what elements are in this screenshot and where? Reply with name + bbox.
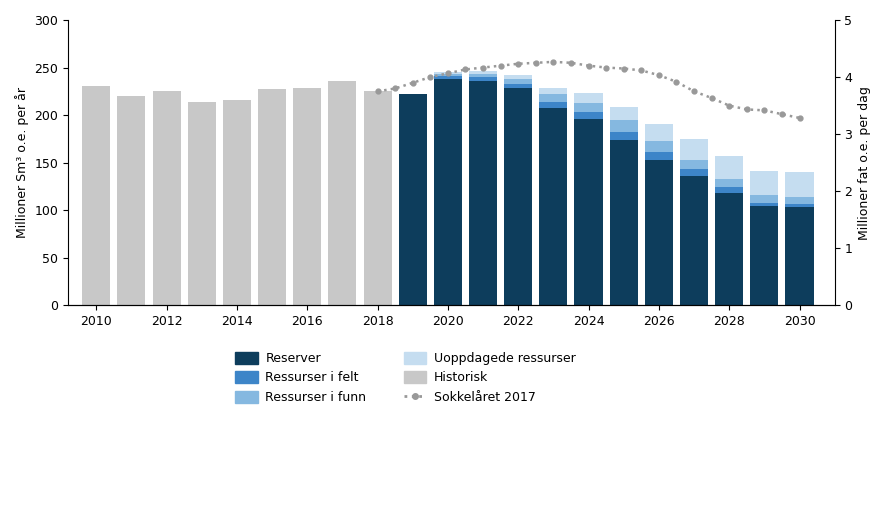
Bar bbox=[293, 88, 322, 305]
Bar bbox=[469, 81, 497, 305]
Bar bbox=[469, 77, 497, 81]
Bar bbox=[574, 93, 602, 103]
Bar bbox=[574, 103, 602, 112]
Bar bbox=[750, 206, 779, 305]
Bar bbox=[715, 156, 743, 179]
Bar bbox=[750, 171, 779, 195]
Bar bbox=[786, 204, 813, 207]
Bar bbox=[645, 141, 673, 152]
Bar bbox=[645, 152, 673, 160]
Bar bbox=[786, 207, 813, 305]
Bar bbox=[504, 75, 532, 79]
Bar bbox=[540, 94, 567, 102]
Bar bbox=[258, 89, 286, 305]
Bar bbox=[152, 92, 181, 305]
Bar bbox=[715, 179, 743, 187]
Bar bbox=[786, 197, 813, 204]
Bar bbox=[715, 187, 743, 193]
Bar bbox=[434, 74, 462, 76]
Bar bbox=[610, 132, 638, 140]
Bar bbox=[329, 81, 356, 305]
Bar bbox=[434, 72, 462, 74]
Bar bbox=[504, 79, 532, 84]
Bar bbox=[117, 96, 145, 305]
Bar bbox=[363, 92, 392, 305]
Bar bbox=[504, 88, 532, 305]
Bar bbox=[540, 102, 567, 107]
Bar bbox=[469, 71, 497, 74]
Bar bbox=[645, 160, 673, 305]
Bar bbox=[680, 169, 708, 176]
Bar bbox=[750, 203, 779, 206]
Bar bbox=[223, 100, 251, 305]
Bar bbox=[750, 195, 779, 203]
Legend: Reserver, Ressurser i felt, Ressurser i funn, Uoppdagede ressurser, Historisk, S: Reserver, Ressurser i felt, Ressurser i … bbox=[236, 352, 576, 404]
Bar bbox=[82, 86, 111, 305]
Bar bbox=[540, 107, 567, 305]
Bar bbox=[540, 88, 567, 94]
Bar bbox=[715, 193, 743, 305]
Y-axis label: Millioner fat o.e. per dag: Millioner fat o.e. per dag bbox=[858, 86, 871, 239]
Bar bbox=[574, 112, 602, 119]
Bar bbox=[434, 76, 462, 79]
Y-axis label: Millioner Sm³ o.e. per år: Millioner Sm³ o.e. per år bbox=[15, 87, 29, 238]
Bar bbox=[399, 94, 427, 305]
Bar bbox=[680, 176, 708, 305]
Bar bbox=[469, 74, 497, 77]
Bar bbox=[574, 119, 602, 305]
Bar bbox=[680, 160, 708, 169]
Bar bbox=[645, 124, 673, 141]
Bar bbox=[786, 172, 813, 197]
Bar bbox=[610, 140, 638, 305]
Bar bbox=[610, 106, 638, 120]
Bar bbox=[680, 139, 708, 160]
Bar bbox=[610, 120, 638, 132]
Bar bbox=[504, 84, 532, 88]
Bar bbox=[434, 79, 462, 305]
Bar bbox=[188, 102, 216, 305]
